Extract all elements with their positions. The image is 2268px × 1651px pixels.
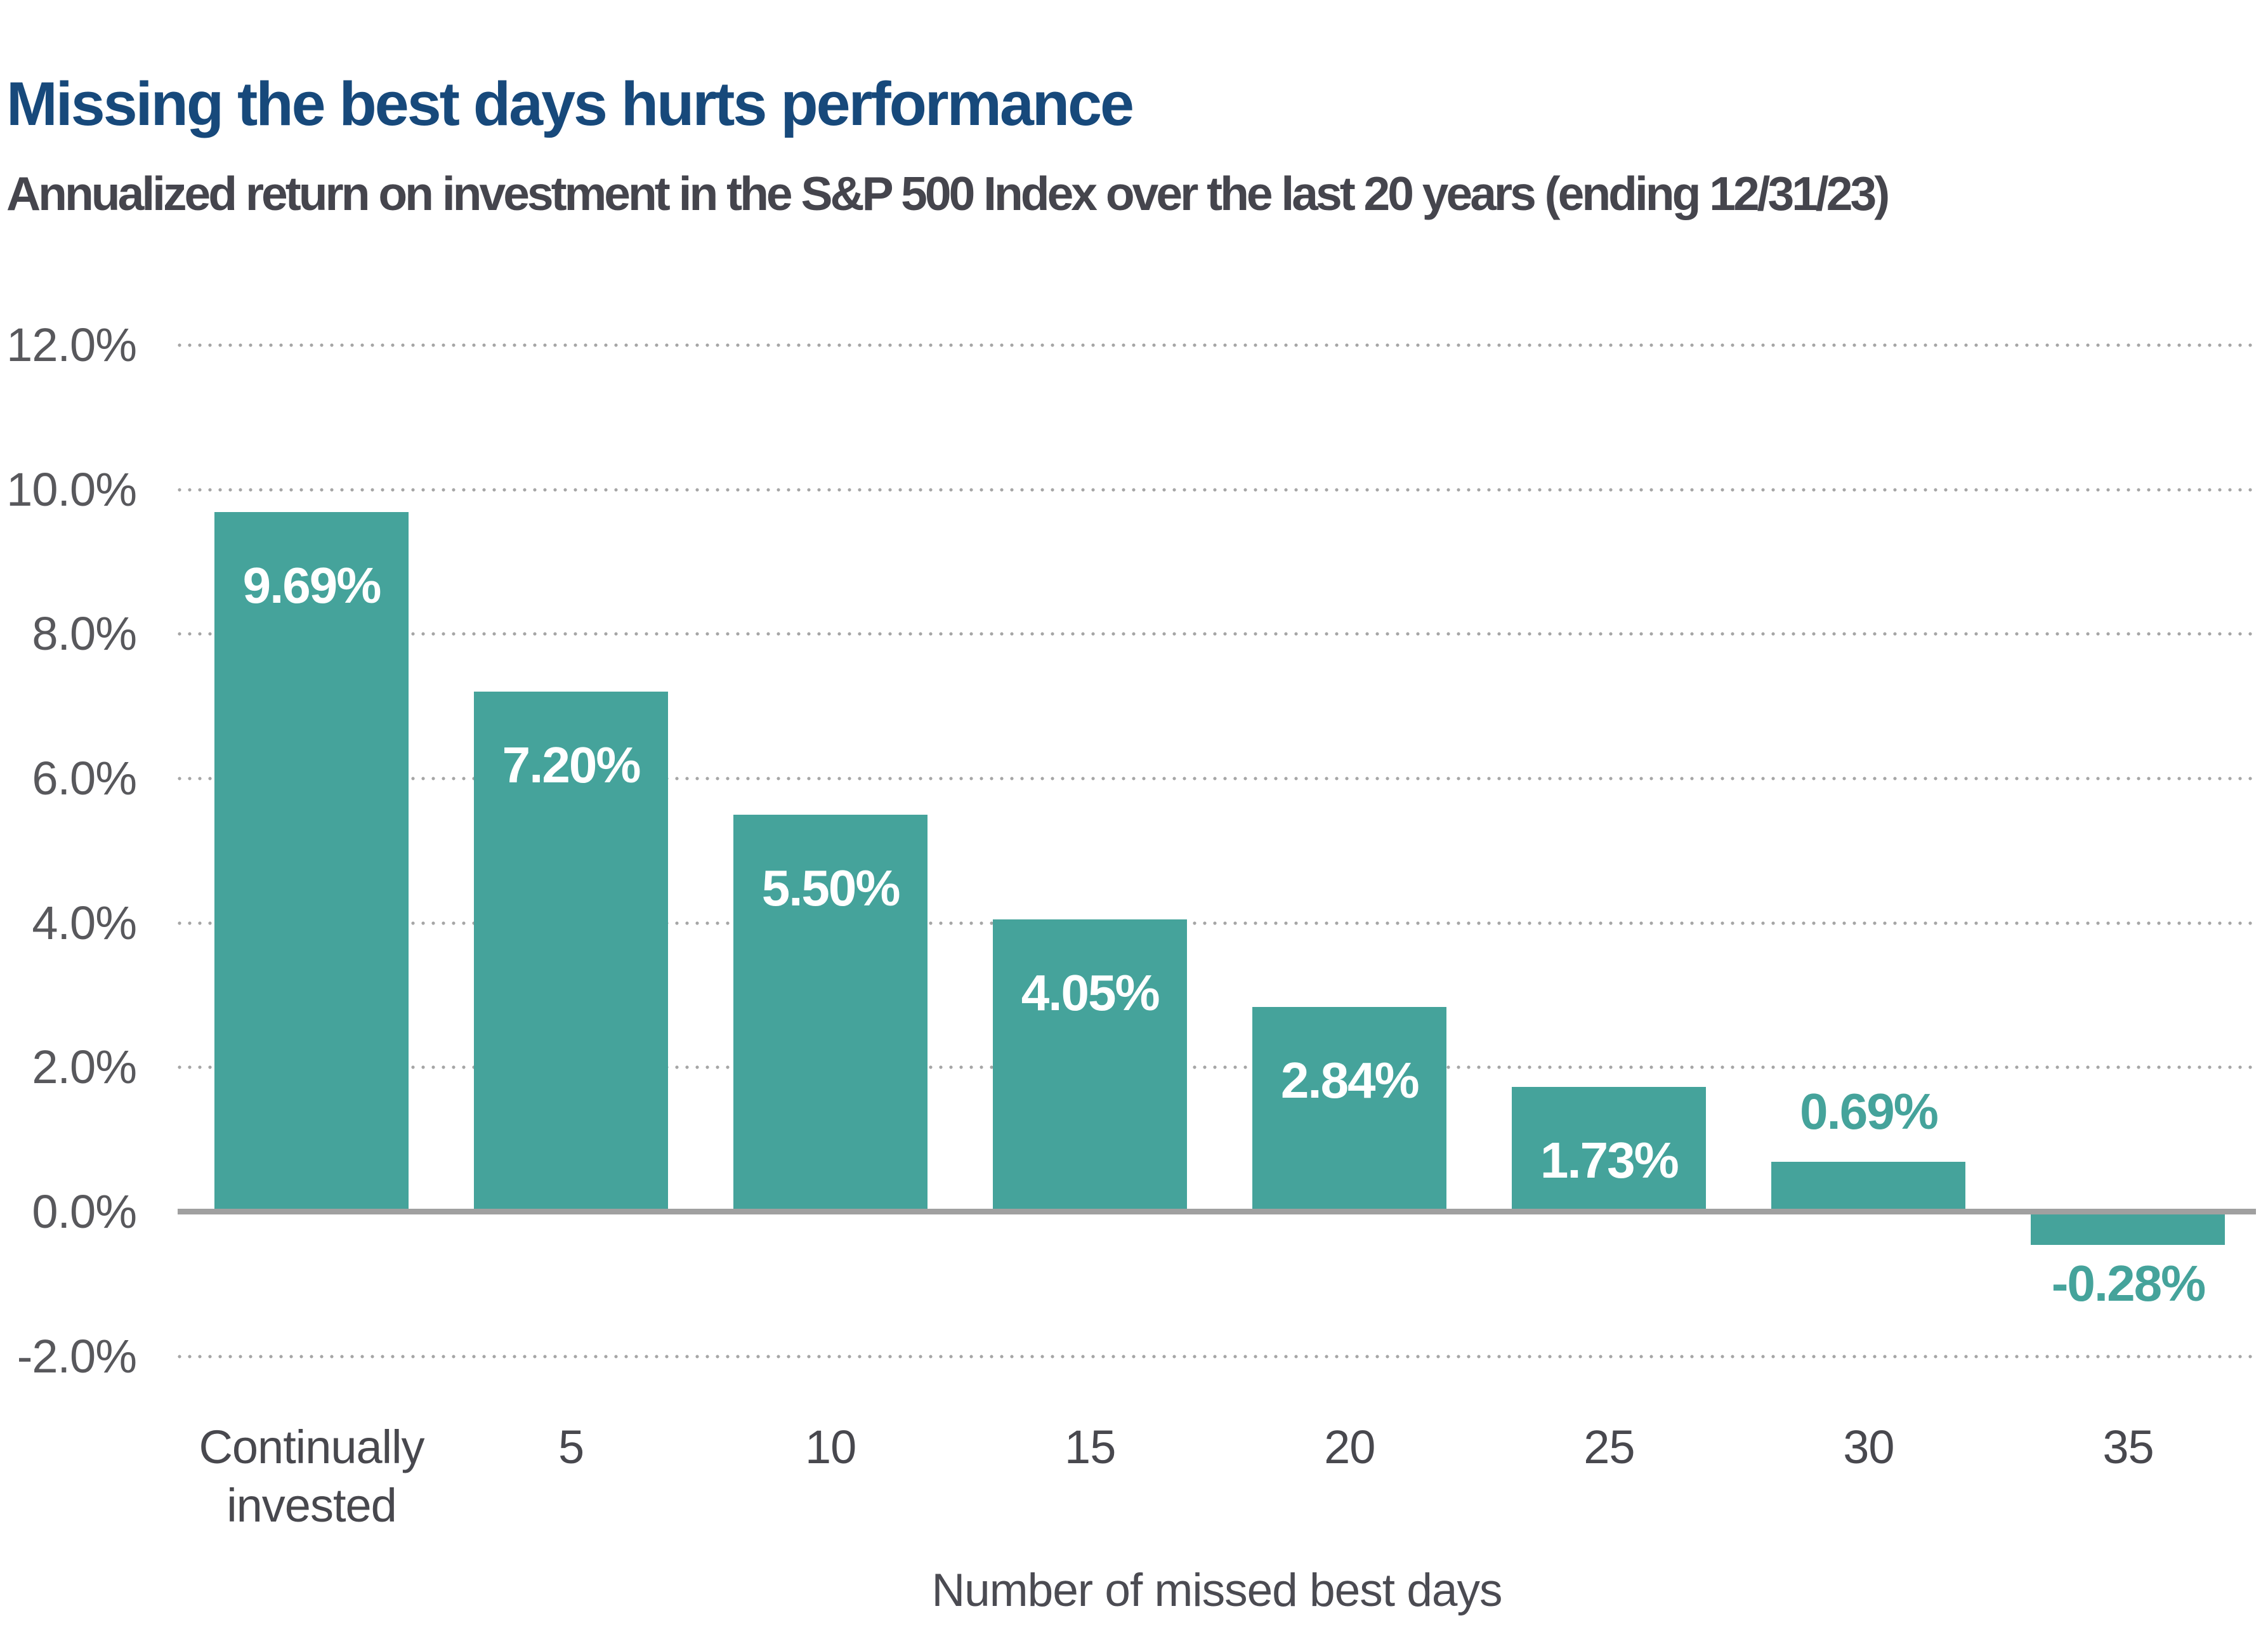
y-tick-label: -2.0%	[16, 1329, 137, 1383]
chart-subtitle: Annualized return on investment in the S…	[6, 167, 1890, 220]
bar-Continually invested	[214, 511, 409, 1212]
value-label-25: 1.73%	[1540, 1132, 1679, 1189]
y-tick-label: 6.0%	[32, 751, 137, 805]
value-label-20: 2.84%	[1280, 1051, 1420, 1108]
gridline-2.0%	[178, 1065, 2256, 1070]
y-tick-label: 8.0%	[32, 607, 137, 661]
x-axis-line	[178, 1209, 2256, 1214]
gridline-4.0%	[178, 921, 2256, 925]
value-label-Continually invested: 9.69%	[242, 556, 382, 614]
y-tick-label: 0.0%	[32, 1185, 137, 1238]
bar-20	[1252, 1006, 1447, 1212]
x-tick-label-20: 20	[1324, 1421, 1375, 1473]
gridline-12.0%	[178, 343, 2256, 347]
y-tick-label: 12.0%	[6, 318, 137, 371]
x-tick-label-Continually invested: Continually invested	[199, 1421, 424, 1532]
x-axis-title: Number of missed best days	[931, 1565, 1502, 1616]
x-tick-label-10: 10	[804, 1421, 856, 1473]
x-tick-label-30: 30	[1843, 1421, 1894, 1473]
gridline-10.0%	[178, 487, 2256, 492]
x-tick-label-25: 25	[1583, 1421, 1635, 1473]
bar-15	[993, 919, 1188, 1212]
value-label-10: 5.50%	[761, 859, 901, 916]
bar-5	[474, 692, 669, 1212]
value-label-35: -0.28%	[2051, 1254, 2206, 1312]
chart-title: Missing the best days hurts performance	[6, 69, 1134, 138]
bar-10	[733, 814, 928, 1212]
value-label-5: 7.20%	[502, 737, 641, 794]
value-label-15: 4.05%	[1021, 964, 1160, 1021]
y-tick-label: 4.0%	[32, 896, 137, 949]
y-tick-label: 10.0%	[6, 463, 137, 516]
bar-30	[1771, 1162, 1966, 1212]
bar-25	[1512, 1087, 1707, 1212]
value-label-30: 0.69%	[1799, 1083, 1939, 1140]
gridline-8.0%	[178, 632, 2256, 636]
x-tick-label-15: 15	[1065, 1421, 1116, 1473]
x-tick-label-35: 35	[2102, 1421, 2154, 1473]
y-tick-label: 2.0%	[32, 1041, 137, 1094]
gridline-6.0%	[178, 776, 2256, 780]
gridline--2.0%	[178, 1354, 2256, 1358]
x-tick-label-5: 5	[558, 1421, 584, 1473]
bar-35	[2031, 1212, 2225, 1245]
